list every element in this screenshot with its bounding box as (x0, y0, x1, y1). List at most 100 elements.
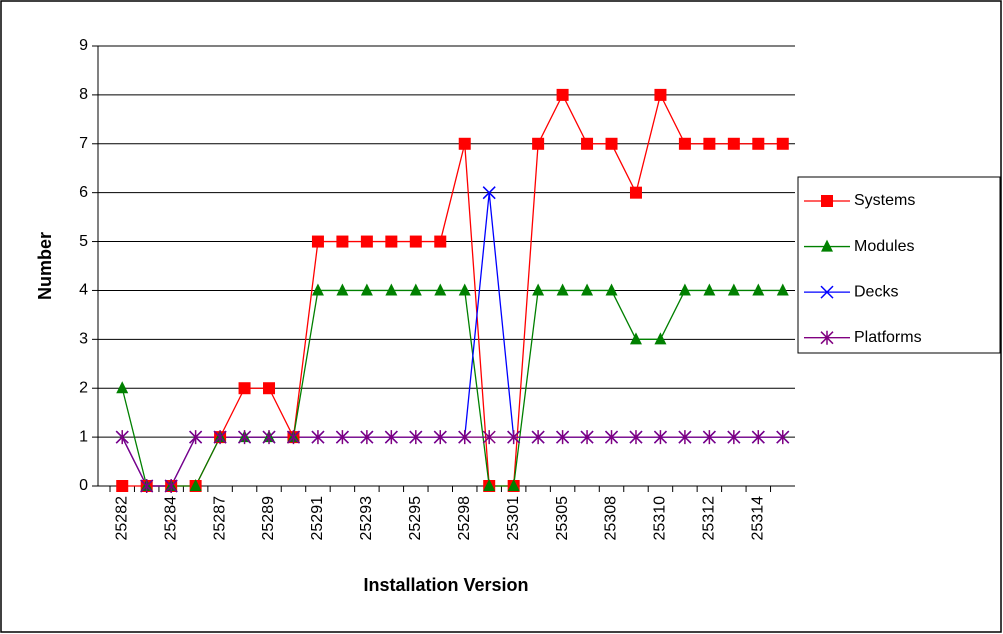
x-tick-label: 25291 (309, 496, 326, 541)
y-tick-label: 9 (79, 37, 88, 54)
marker (360, 283, 373, 296)
marker (238, 382, 251, 395)
legend-label: Systems (854, 192, 915, 209)
marker (458, 283, 471, 296)
marker (531, 430, 545, 445)
x-tick-label: 25287 (211, 496, 228, 541)
marker (678, 137, 691, 150)
marker (629, 186, 642, 199)
marker (653, 430, 667, 445)
marker (752, 137, 765, 150)
x-tick-label: 25301 (505, 496, 522, 541)
marker (385, 235, 398, 248)
marker (703, 283, 716, 296)
marker (434, 235, 447, 248)
x-axis-title: Installation Version (363, 575, 528, 595)
marker (286, 430, 301, 445)
marker (654, 332, 667, 345)
marker (532, 283, 545, 296)
marker (604, 430, 619, 445)
marker (507, 430, 521, 445)
marker (580, 430, 594, 445)
y-tick-label: 0 (79, 477, 88, 494)
marker (311, 430, 325, 445)
marker (409, 235, 422, 248)
marker (384, 430, 398, 445)
series-line (121, 436, 783, 487)
marker (556, 283, 569, 296)
x-tick-label: 25314 (750, 496, 767, 541)
marker (311, 283, 324, 296)
marker (116, 381, 129, 394)
marker (335, 430, 349, 445)
marker (213, 430, 227, 445)
marker (727, 430, 741, 445)
y-tick-label: 1 (79, 428, 88, 445)
marker (482, 186, 496, 200)
x-tick-label: 25305 (554, 496, 571, 541)
marker (820, 285, 834, 299)
marker (702, 430, 716, 445)
marker (776, 137, 789, 150)
marker (703, 137, 716, 150)
x-tick-label: 25289 (260, 496, 277, 541)
x-tick-label: 25312 (701, 496, 718, 541)
x-tick-label: 25298 (456, 496, 473, 541)
marker (164, 479, 178, 493)
marker (458, 137, 471, 150)
marker (189, 479, 202, 491)
y-tick-label: 4 (79, 282, 88, 299)
marker (360, 430, 374, 445)
marker (238, 430, 252, 445)
marker (434, 283, 447, 296)
x-tick-label: 25284 (162, 496, 179, 541)
marker (820, 330, 834, 345)
marker (581, 283, 594, 296)
marker (556, 88, 569, 101)
legend-label: Modules (854, 238, 914, 255)
marker (532, 137, 545, 150)
marker (581, 137, 594, 150)
marker (556, 430, 570, 445)
marker (507, 479, 520, 491)
marker (360, 235, 373, 248)
marker (678, 283, 691, 296)
x-tick-label: 25295 (407, 496, 424, 541)
y-tick-label: 3 (79, 331, 88, 348)
x-tick-label: 25310 (652, 496, 669, 541)
y-tick-label: 7 (79, 135, 88, 152)
y-tick-label: 8 (79, 86, 88, 103)
x-tick-label: 25282 (113, 496, 130, 541)
marker (654, 88, 667, 101)
y-tick-label: 2 (79, 379, 88, 396)
marker (629, 332, 642, 345)
y-tick-label: 6 (79, 184, 88, 201)
marker (433, 430, 447, 445)
marker (262, 430, 276, 445)
marker (116, 480, 129, 492)
marker (605, 137, 618, 150)
marker (727, 137, 740, 150)
marker (263, 382, 276, 395)
marker (821, 239, 833, 252)
marker (336, 283, 349, 296)
marker (752, 283, 765, 296)
legend-label: Decks (854, 283, 898, 300)
legend-label: Platforms (854, 329, 922, 346)
marker (115, 430, 129, 445)
marker (821, 195, 833, 207)
marker (140, 479, 154, 493)
y-axis-title: Number (35, 232, 55, 300)
plot-area (98, 46, 795, 486)
y-tick-label: 5 (79, 233, 88, 250)
marker (483, 479, 496, 491)
marker (678, 430, 692, 445)
marker (311, 235, 324, 248)
marker (482, 430, 496, 445)
marker (776, 283, 789, 296)
marker (605, 283, 618, 296)
x-tick-label: 25293 (358, 496, 375, 541)
marker (409, 283, 422, 296)
marker (776, 430, 790, 445)
